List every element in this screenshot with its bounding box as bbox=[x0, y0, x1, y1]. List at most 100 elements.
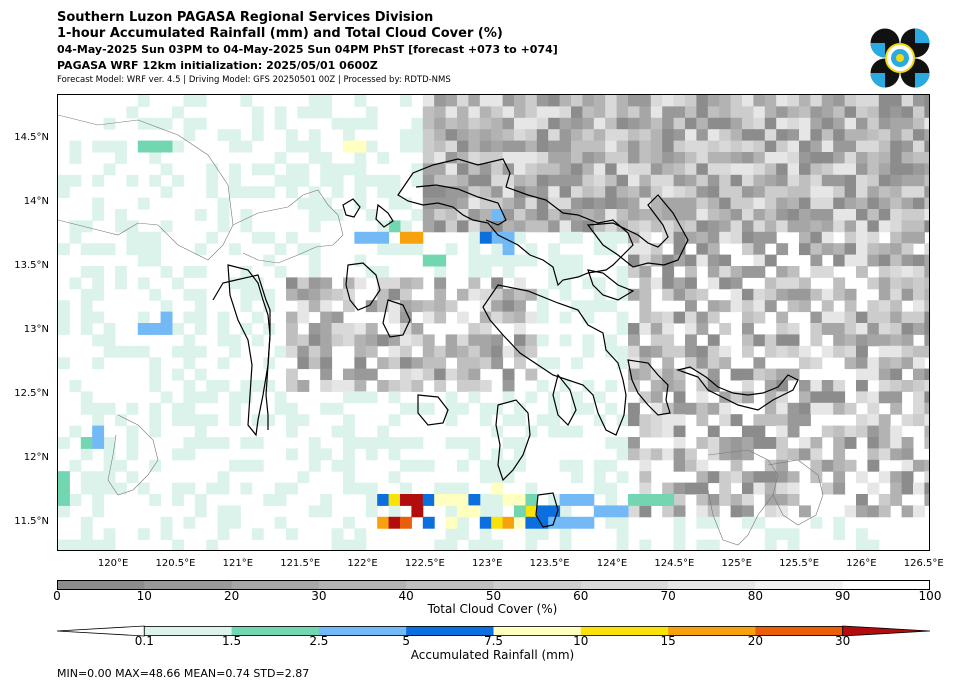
grid-cell bbox=[833, 254, 846, 267]
grid-cell bbox=[924, 95, 929, 107]
longitude-label: 122.5°E bbox=[404, 558, 445, 569]
grid-cell bbox=[833, 117, 846, 130]
grid-cell bbox=[400, 197, 412, 210]
grid-cell bbox=[69, 494, 82, 506]
grid-cell bbox=[673, 152, 686, 164]
grid-cell bbox=[479, 300, 492, 313]
grid-cell bbox=[468, 254, 481, 267]
grid-cell bbox=[719, 402, 732, 415]
grid-cell bbox=[536, 106, 549, 119]
grid-cell bbox=[229, 345, 241, 358]
grid-cell bbox=[434, 357, 447, 370]
grid-cell bbox=[901, 311, 914, 324]
grid-cell bbox=[673, 459, 686, 472]
rain-colorbar-tick: 7.5 bbox=[483, 634, 504, 648]
grid-cell bbox=[365, 209, 378, 221]
grid-cell bbox=[286, 277, 298, 290]
grid-cell bbox=[696, 129, 709, 142]
grid-cell bbox=[753, 266, 766, 278]
grid-cell bbox=[400, 437, 412, 449]
grid-cell bbox=[913, 254, 925, 267]
grid-cell bbox=[844, 117, 857, 130]
grid-cell bbox=[240, 323, 253, 335]
grid-cell bbox=[548, 425, 561, 438]
grid-cell bbox=[343, 380, 355, 392]
grid-cell bbox=[776, 471, 789, 484]
grid-cell bbox=[856, 231, 868, 244]
grid-cell bbox=[696, 391, 709, 404]
grid-cell bbox=[742, 425, 754, 438]
grid-cell bbox=[229, 516, 241, 529]
grid-cell bbox=[240, 277, 253, 290]
grid-cell bbox=[468, 266, 481, 278]
grid-cell bbox=[719, 494, 732, 506]
grid-cell bbox=[571, 197, 583, 210]
grid-cell bbox=[126, 425, 139, 438]
grid-cell bbox=[810, 311, 823, 324]
grid-cell bbox=[890, 402, 903, 415]
grid-cell bbox=[559, 129, 572, 142]
grid-cell bbox=[217, 505, 230, 518]
grid-cell bbox=[422, 494, 435, 506]
cloud-colorbar-segment bbox=[580, 580, 669, 590]
grid-cell bbox=[719, 437, 732, 449]
grid-cell bbox=[491, 311, 504, 324]
grid-cell bbox=[639, 539, 652, 550]
grid-cell bbox=[308, 345, 321, 358]
grid-cell bbox=[856, 368, 868, 381]
grid-cell bbox=[650, 254, 663, 267]
grid-cell bbox=[308, 243, 321, 256]
cloud-colorbar-tick: 90 bbox=[835, 589, 851, 603]
grid-cell bbox=[457, 106, 469, 119]
grid-cell bbox=[445, 152, 458, 164]
grid-cell bbox=[764, 300, 777, 313]
grid-cell bbox=[194, 391, 207, 404]
grid-cell bbox=[422, 197, 435, 210]
grid-cell bbox=[206, 186, 219, 199]
grid-cell bbox=[343, 471, 355, 484]
grid-cell bbox=[468, 95, 481, 107]
grid-cell bbox=[308, 357, 321, 370]
grid-cell bbox=[776, 106, 789, 119]
grid-cell bbox=[92, 277, 105, 290]
grid-cell bbox=[468, 448, 481, 461]
grid-cell bbox=[696, 471, 709, 484]
grid-cell bbox=[217, 516, 230, 529]
grid-cell bbox=[137, 117, 150, 130]
grid-cell bbox=[58, 243, 70, 256]
grid-cell bbox=[833, 380, 846, 392]
grid-cell bbox=[821, 95, 834, 107]
grid-cell bbox=[388, 391, 401, 404]
grid-cell bbox=[707, 140, 720, 153]
grid-cell bbox=[913, 209, 925, 221]
grid-cell bbox=[810, 174, 823, 187]
grid-cell bbox=[525, 129, 538, 142]
grid-cell bbox=[719, 117, 732, 130]
grid-cell bbox=[605, 197, 618, 210]
grid-cell bbox=[149, 254, 162, 267]
grid-cell bbox=[194, 300, 207, 313]
grid-cell bbox=[833, 163, 846, 176]
grid-cell bbox=[673, 277, 686, 290]
grid-cell bbox=[411, 140, 424, 153]
grid-cell bbox=[525, 117, 538, 130]
cloud-rain-grid bbox=[58, 95, 929, 550]
grid-cell bbox=[274, 391, 287, 404]
grid-cell bbox=[605, 140, 618, 153]
grid-cell bbox=[411, 402, 424, 415]
grid-cell bbox=[799, 106, 811, 119]
grid-cell bbox=[149, 357, 162, 370]
grid-cell bbox=[719, 163, 732, 176]
grid-cell bbox=[799, 402, 811, 415]
grid-cell bbox=[445, 95, 458, 107]
grid-cell bbox=[343, 334, 355, 347]
grid-cell bbox=[696, 243, 709, 256]
grid-cell bbox=[308, 220, 321, 233]
grid-cell bbox=[126, 448, 139, 461]
grid-cell bbox=[616, 220, 629, 233]
map-canvas bbox=[58, 95, 929, 550]
grid-cell bbox=[354, 117, 367, 130]
grid-cell bbox=[878, 368, 891, 381]
rainfall-label: Accumulated Rainfall (mm) bbox=[410, 648, 575, 662]
grid-cell bbox=[160, 516, 173, 529]
